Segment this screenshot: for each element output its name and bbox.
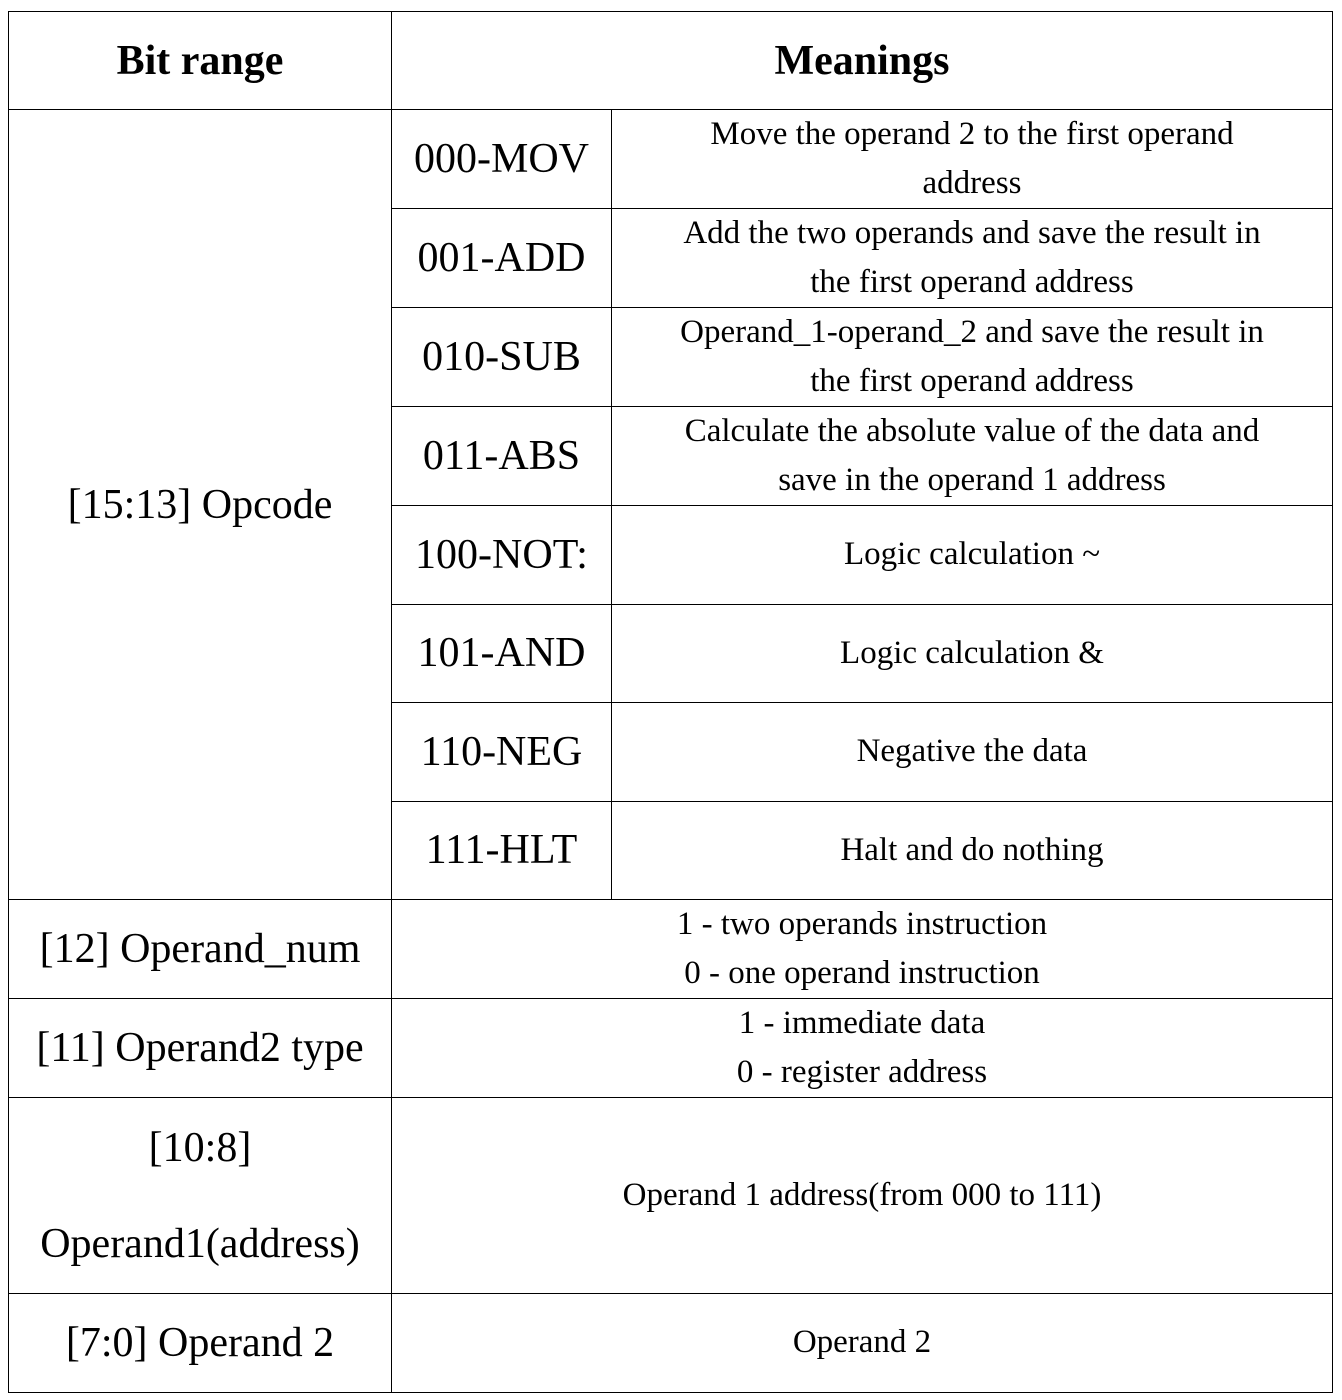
instruction-format-table: Bit range Meanings [15:13] Opcode 000-MO… xyxy=(8,11,1334,1393)
operand2-type-row: [11] Operand2 type 1 - immediate data 0 … xyxy=(8,998,1334,1098)
meaning-line: 1 - immediate data xyxy=(738,1005,986,1041)
operand2-meaning-cell: Operand 2 xyxy=(390,1293,1334,1393)
opcode-row: [15:13] Opcode 000-MOV Move the operand … xyxy=(8,109,1334,900)
opcode-row: 001-ADD Add the two operands and save th… xyxy=(9,208,1334,308)
operand-num-field-cell: [12] Operand_num xyxy=(8,899,392,999)
operand2-type-field-cell: [11] Operand2 type xyxy=(8,998,392,1098)
operand2-row: [7:0] Operand 2 Operand 2 xyxy=(8,1293,1334,1393)
operand2-field-cell: [7:0] Operand 2 xyxy=(8,1293,392,1393)
description-line: Move the operand 2 to the first operand xyxy=(710,116,1234,152)
opcode-row: 101-AND Logic calculation & xyxy=(9,603,1334,703)
description-line: the first operand address xyxy=(810,363,1134,399)
opcode-description-cell: Move the operand 2 to the first operand … xyxy=(610,109,1334,209)
description-line: Logic calculation & xyxy=(840,634,1104,671)
description-line: Calculate the absolute value of the data… xyxy=(684,413,1260,449)
operand1-row: [10:8] Operand1(address) Operand 1 addre… xyxy=(8,1097,1334,1294)
opcode-description-cell: Operand_1-operand_2 and save the result … xyxy=(610,307,1334,407)
description-line: address xyxy=(922,165,1022,201)
meaning-line: 1 - two operands instruction xyxy=(676,906,1048,942)
opcode-code-cell: 100-NOT: xyxy=(391,505,612,605)
opcode-description-cell: Calculate the absolute value of the data… xyxy=(610,406,1334,506)
operand-num-meaning-cell: 1 - two operands instruction 0 - one ope… xyxy=(390,899,1334,999)
opcode-code-cell: 110-NEG xyxy=(391,702,612,802)
opcode-description-cell: Negative the data xyxy=(610,702,1334,802)
opcode-code-cell: 111-HLT xyxy=(391,800,612,900)
operand1-field-cell: [10:8] Operand1(address) xyxy=(8,1097,392,1294)
description-line: Negative the data xyxy=(856,733,1088,770)
description-line: save in the operand 1 address xyxy=(778,462,1166,498)
opcode-code-cell: 010-SUB xyxy=(391,307,612,407)
opcode-code-cell: 101-AND xyxy=(391,603,612,703)
description-line: Add the two operands and save the result… xyxy=(683,215,1261,251)
opcode-code-cell: 001-ADD xyxy=(391,208,612,308)
opcode-row: 100-NOT: Logic calculation ~ xyxy=(9,505,1334,605)
field-line: [10:8] xyxy=(148,1124,252,1171)
description-line: Operand_1-operand_2 and save the result … xyxy=(680,314,1264,350)
opcode-row: 010-SUB Operand_1-operand_2 and save the… xyxy=(9,307,1334,407)
opcode-description-cell: Logic calculation ~ xyxy=(610,505,1334,605)
operand-num-row: [12] Operand_num 1 - two operands instru… xyxy=(8,899,1334,999)
description-line: the first operand address xyxy=(810,264,1134,300)
opcode-row: 011-ABS Calculate the absolute value of … xyxy=(9,406,1334,506)
meanings-header: Meanings xyxy=(390,11,1334,110)
opcode-field-cell: [15:13] Opcode xyxy=(8,109,392,900)
meaning-line: Operand 1 address(from 000 to 111) xyxy=(622,1177,1102,1213)
operand2-type-meaning-cell: 1 - immediate data 0 - register address xyxy=(390,998,1334,1098)
meaning-line: 0 - one operand instruction xyxy=(684,955,1040,991)
description-line: Logic calculation ~ xyxy=(843,536,1101,573)
operand1-meaning-cell: Operand 1 address(from 000 to 111) xyxy=(390,1097,1334,1294)
meaning-line: Operand 2 xyxy=(792,1324,932,1361)
opcode-code-cell: 011-ABS xyxy=(391,406,612,506)
opcode-description-cell: Halt and do nothing xyxy=(610,800,1334,900)
opcode-code-cell: 000-MOV xyxy=(391,109,612,209)
field-line: Operand1(address) xyxy=(40,1220,360,1267)
meaning-line: 0 - register address xyxy=(736,1054,988,1090)
opcode-row: 110-NEG Negative the data xyxy=(9,702,1334,802)
description-line: Halt and do nothing xyxy=(840,831,1104,868)
header-row: Bit range Meanings xyxy=(8,11,1334,110)
opcode-description-cell: Logic calculation & xyxy=(610,603,1334,703)
opcode-row: 111-HLT Halt and do nothing xyxy=(9,800,1334,900)
opcode-description-cell: Add the two operands and save the result… xyxy=(610,208,1334,308)
bit-range-header: Bit range xyxy=(8,11,392,110)
